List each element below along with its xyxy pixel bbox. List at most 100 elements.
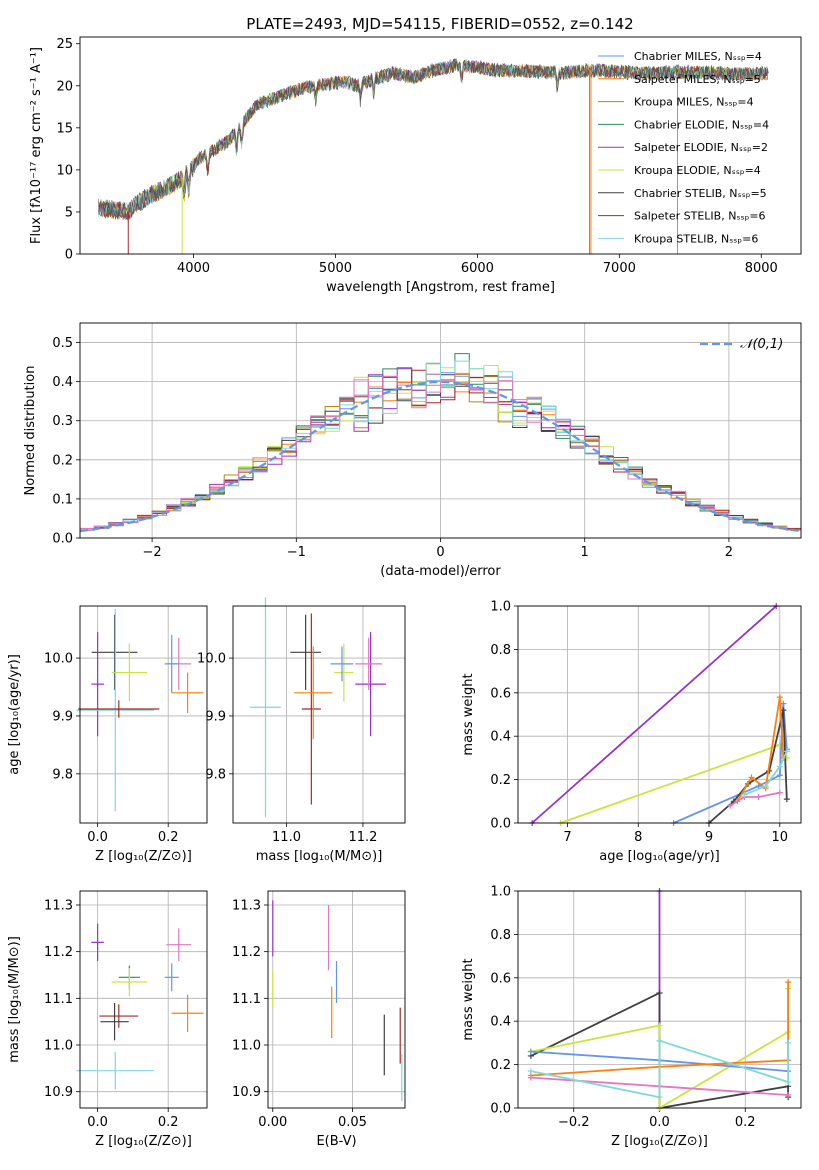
y-tick-label: 0.3: [52, 414, 73, 429]
x-tick-label: 9: [705, 830, 713, 845]
weight-vs-Z-xlabel: Z [log₁₀(Z/Z⊙)]: [611, 1134, 708, 1149]
weight-marker: [776, 789, 783, 796]
y-tick-label: 0.2: [490, 773, 511, 788]
x-tick-label: 7000: [603, 261, 636, 276]
x-tick-label: 7: [563, 830, 571, 845]
weight-line: [744, 751, 788, 796]
legend-label: 𝒩(0,1): [740, 337, 783, 352]
y-tick-label: 10: [56, 163, 73, 178]
weight-vs-Z-ylabel: mass weight: [461, 958, 476, 1040]
age-vs-mass-points: [250, 597, 386, 818]
axes-frame: [517, 890, 802, 1109]
x-tick-label: 11.2: [348, 830, 377, 845]
mass-vs-Z-axes: 0.0 0.2 10.9 11.0 11.1 11.2 11.3: [44, 891, 207, 1130]
y-tick-label: 1.0: [490, 600, 511, 615]
weight-marker: [748, 774, 755, 781]
normal-reference-curve: [79, 380, 802, 533]
error-bar-point: [164, 634, 179, 693]
weight-marker: [527, 1048, 534, 1055]
x-tick-label: 0.2: [158, 830, 179, 845]
y-tick-label: 10.0: [197, 652, 226, 667]
figure-title: PLATE=2493, MJD=54115, FIBERID=0552, z=0…: [246, 15, 633, 33]
weight-vs-Z-series: [527, 888, 792, 1111]
age-vs-Z-axes: 0.0 0.2 9.8 9.9 10.0: [44, 606, 207, 845]
y-tick-label: 0: [65, 248, 73, 263]
error-bar-point: [334, 643, 354, 702]
legend-label: Kroupa MILES, Nₛₛₚ=4: [634, 96, 754, 109]
y-tick-label: 9.8: [205, 767, 226, 782]
residuals-axes: −2 −1 0 1 2 0.0 0.1 0.2 0.3 0.4 0.5: [52, 323, 801, 560]
x-tick-label: 2: [725, 545, 733, 560]
weight-marker: [785, 1078, 792, 1085]
x-tick-label: 0.05: [338, 1115, 367, 1130]
spectrum-ylabel: Flux [fλ10⁻¹⁷ erg cm⁻² s⁻¹ A⁻¹]: [29, 47, 44, 244]
y-tick-label: 11.0: [232, 1039, 261, 1054]
weight-marker: [656, 1037, 663, 1044]
y-tick-label: 0.5: [52, 336, 73, 351]
y-tick-label: 0.2: [490, 1058, 511, 1073]
mass-vs-Z-ylabel: mass [log₁₀(M/M⊙)]: [7, 936, 22, 1063]
y-tick-label: 0.0: [490, 1102, 511, 1117]
weight-marker: [727, 802, 734, 809]
y-tick-label: 0.4: [490, 730, 511, 745]
weight-marker: [527, 1074, 534, 1081]
weight-marker: [776, 763, 783, 770]
mass-vs-Z-points: [76, 923, 204, 1090]
weight-marker: [785, 1091, 792, 1098]
y-tick-label: 0.0: [490, 817, 511, 832]
y-tick-label: 11.0: [44, 1039, 73, 1054]
weight-marker: [780, 700, 787, 707]
legend-label: Kroupa ELODIE, Nₛₛₚ=4: [634, 164, 761, 177]
axes-frame: [79, 322, 802, 539]
legend-label: Chabrier ELODIE, Nₛₛₚ=4: [634, 118, 769, 131]
error-bar-point: [301, 613, 321, 805]
mass-vs-EBV-points: [272, 900, 403, 1101]
weight-line: [560, 743, 788, 824]
error-bar-point: [250, 597, 281, 818]
y-tick-label: 0.0: [52, 532, 73, 547]
x-tick-label: 0.0: [87, 830, 108, 845]
y-tick-label: 11.1: [232, 992, 261, 1007]
weight-marker: [741, 791, 748, 798]
residuals-ylabel: Normed distribution: [23, 366, 38, 496]
x-tick-label: 8000: [745, 261, 778, 276]
y-tick-label: 0.1: [52, 492, 73, 507]
y-tick-label: 1.0: [490, 885, 511, 900]
x-tick-label: −1: [287, 545, 306, 560]
y-tick-label: 11.2: [232, 945, 261, 960]
mass-vs-Z-xlabel: Z [log₁₀(Z/Z⊙)]: [95, 1134, 192, 1149]
weight-line: [530, 982, 789, 1077]
y-tick-label: 0.6: [490, 971, 511, 986]
axes-frame: [79, 605, 208, 824]
error-bar-point: [91, 923, 104, 961]
y-tick-label: 11.3: [232, 899, 261, 914]
y-tick-label: 15: [56, 121, 73, 136]
error-bar-point: [171, 672, 204, 714]
y-tick-label: 0.8: [490, 928, 511, 943]
x-tick-label: 6000: [461, 261, 494, 276]
error-bar-point: [164, 963, 179, 992]
panels: 4000 5000 6000 7000 80000510152025wavelength…: [7, 36, 802, 1149]
weight-marker: [656, 1022, 663, 1029]
y-tick-label: 9.9: [205, 709, 226, 724]
spectrum-axes: 4000 5000 6000 7000 8000 0 5 10 15 20 25: [56, 37, 777, 276]
y-tick-label: 5: [65, 205, 73, 220]
weight-marker: [776, 772, 783, 779]
error-bar-point: [76, 1052, 155, 1090]
weight-marker: [785, 979, 792, 986]
y-tick-label: 11.1: [44, 992, 73, 1007]
y-tick-label: 10.9: [232, 1085, 261, 1100]
error-bar-point: [111, 643, 148, 702]
residual-histograms: [79, 353, 802, 533]
x-tick-label: 0: [436, 545, 444, 560]
axes-frame: [517, 605, 802, 824]
spectrum-legend: Chabrier MILES, Nₛₛₚ=4 Salpeter MILES, Nₛ…: [598, 50, 769, 245]
weight-marker: [776, 694, 783, 701]
y-tick-label: 9.9: [52, 709, 73, 724]
spectrum-data-line: [98, 58, 769, 220]
error-bar-point: [78, 700, 160, 718]
weight-marker: [783, 748, 790, 755]
x-tick-label: 5000: [319, 261, 352, 276]
axes-frame: [232, 605, 406, 824]
mass-vs-EBV-xlabel: E(B-V): [316, 1134, 356, 1149]
